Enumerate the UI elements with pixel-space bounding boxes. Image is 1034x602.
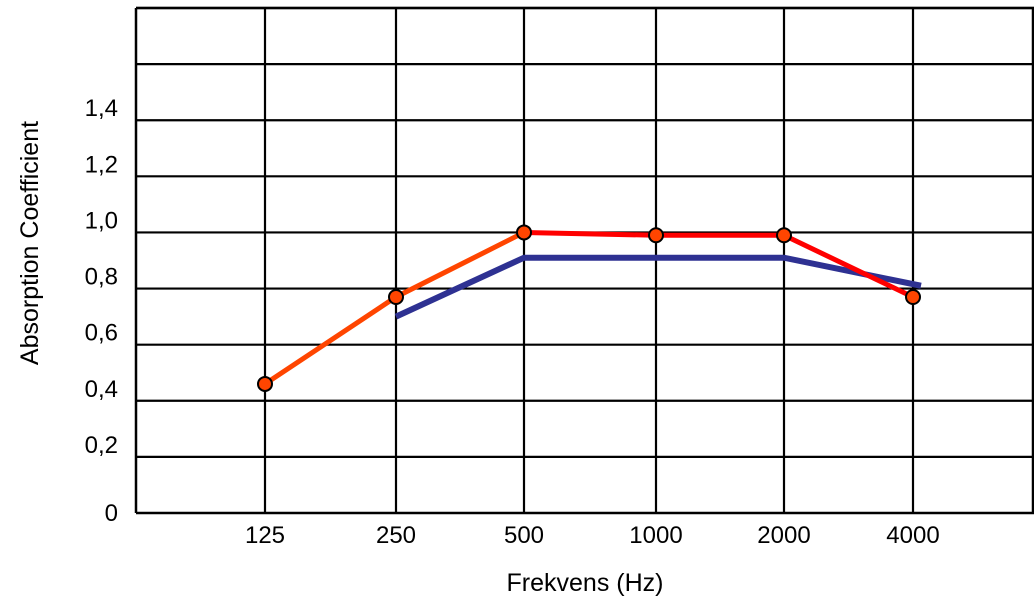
y-tick-label: 0,8: [85, 264, 118, 291]
x-tick-label: 4000: [886, 522, 939, 549]
data-point-4000: [905, 288, 921, 305]
x-tick-label: 500: [504, 522, 544, 549]
data-point-2000: [776, 227, 792, 244]
y-tick-label: 0,4: [85, 376, 118, 403]
series-line-red-segment-0: [263, 230, 526, 387]
x-tick-label: 2000: [757, 522, 810, 549]
y-tick-label: 0,6: [85, 320, 118, 347]
data-point-1000: [648, 227, 664, 244]
tick-labels: 0 0,2 0,4 0,6 0,8 1,0 1,2 1,4 125 250 500 1000 2000 4…: [85, 95, 940, 549]
y-tick-label: 1,2: [85, 151, 118, 178]
x-tick-label: 1000: [629, 522, 682, 549]
series-line-blue: [394, 254, 922, 320]
y-tick-label: 1,4: [85, 95, 118, 122]
y-axis-title: Absorption Coefficient: [16, 121, 44, 365]
data-point-125: [257, 375, 273, 392]
x-tick-label: 125: [245, 522, 285, 549]
series-layer: [257, 224, 922, 392]
y-tick-label: 1,0: [85, 207, 118, 234]
x-axis-title: Frekvens (Hz): [507, 569, 664, 597]
y-tick-label: 0,2: [85, 432, 118, 459]
data-point-250: [388, 288, 404, 305]
data-point-500: [516, 224, 532, 241]
series-line-red-segment-1: [523, 229, 915, 300]
x-tick-label: 250: [376, 522, 416, 549]
y-tick-label: 0: [105, 500, 118, 527]
